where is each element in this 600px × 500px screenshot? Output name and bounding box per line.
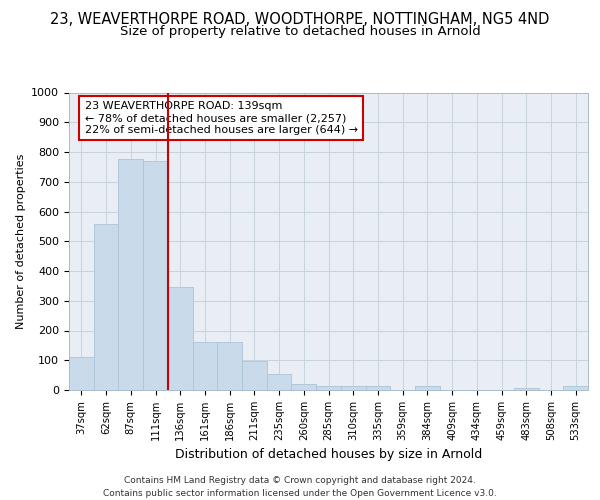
Bar — [217, 342, 242, 390]
Bar — [94, 224, 118, 390]
Y-axis label: Number of detached properties: Number of detached properties — [16, 154, 26, 329]
Bar — [143, 161, 168, 390]
Text: 23 WEAVERTHORPE ROAD: 139sqm
← 78% of detached houses are smaller (2,257)
22% of: 23 WEAVERTHORPE ROAD: 139sqm ← 78% of de… — [85, 102, 358, 134]
Bar — [563, 386, 588, 390]
Bar — [292, 384, 316, 390]
Bar — [118, 160, 143, 390]
Bar — [193, 342, 217, 390]
Text: Contains HM Land Registry data © Crown copyright and database right 2024.
Contai: Contains HM Land Registry data © Crown c… — [103, 476, 497, 498]
Text: 23, WEAVERTHORPE ROAD, WOODTHORPE, NOTTINGHAM, NG5 4ND: 23, WEAVERTHORPE ROAD, WOODTHORPE, NOTTI… — [50, 12, 550, 28]
Bar — [168, 287, 193, 390]
Bar — [242, 361, 267, 390]
Bar — [316, 386, 341, 390]
Bar — [341, 386, 365, 390]
Text: Size of property relative to detached houses in Arnold: Size of property relative to detached ho… — [119, 25, 481, 38]
Bar — [415, 386, 440, 390]
Bar — [69, 356, 94, 390]
Bar — [365, 386, 390, 390]
Bar — [514, 388, 539, 390]
X-axis label: Distribution of detached houses by size in Arnold: Distribution of detached houses by size … — [175, 448, 482, 462]
Bar — [267, 374, 292, 390]
